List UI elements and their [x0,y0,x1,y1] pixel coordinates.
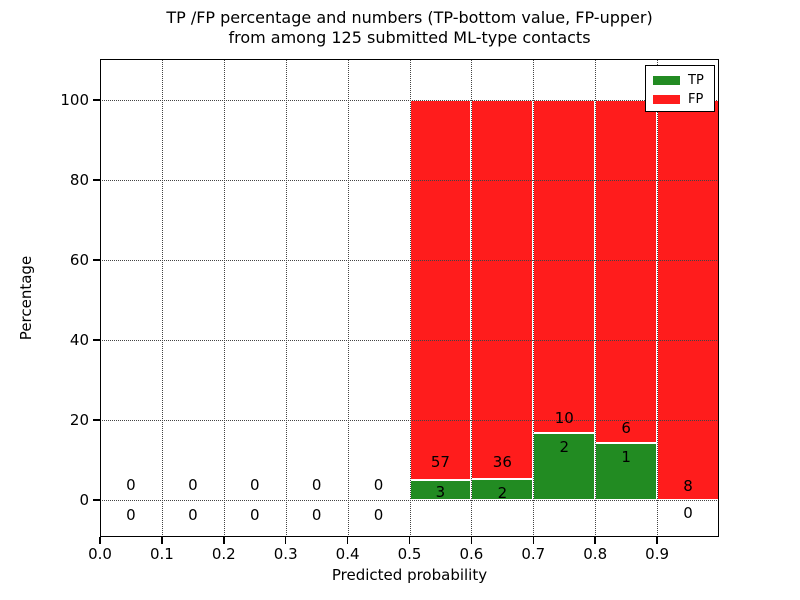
tp-count-label: 0 [188,506,198,524]
y-axis-label: Percentage [17,255,35,341]
y-tick-mark [93,259,100,261]
y-tick-mark [93,99,100,101]
tp-count-label: 2 [559,438,570,456]
tp-count-label: 0 [683,504,693,522]
legend-item-tp: TP [653,71,714,90]
x-tick-label: 0.2 [211,545,236,563]
fp-count-label: 0 [249,476,260,494]
x-tick-label: 0.5 [397,545,422,563]
x-tick-label: 0.3 [273,545,298,563]
tp-count-label: 0 [311,506,322,524]
gridline-vertical [595,59,597,537]
x-tick-mark [223,537,225,544]
bar-segment-fp [595,100,658,443]
x-tick-mark [594,537,596,544]
tp-count-label: 0 [249,506,260,524]
legend-label-tp: TP [688,73,704,88]
tp-count-label: 0 [373,506,384,524]
x-tick-mark [284,537,287,544]
tp-count-label: 0 [126,506,136,524]
bar-segment-fp [409,100,472,480]
legend-item-fp: FP [653,90,714,109]
y-tick-label: 100 [60,91,89,109]
y-tick-label: 60 [69,251,89,269]
chart-title: TP /FP percentage and numbers (TP-bottom… [166,8,653,47]
fp-color-swatch [653,95,680,104]
y-tick-label: 20 [69,411,89,429]
tp-count-label: 1 [621,448,631,466]
y-tick-mark [93,179,100,181]
legend-label-fp: FP [688,92,704,107]
fp-count-label: 0 [311,476,322,494]
x-axis-label: Predicted probability [331,566,488,584]
x-tick-mark [532,537,535,544]
bar-segment-fp [471,100,534,479]
x-tick-label: 0.0 [88,545,112,563]
bar-segment-fp [657,100,719,500]
tp-count-label: 2 [497,484,508,502]
fp-count-label: 0 [373,476,384,494]
fp-count-label: 10 [554,409,574,427]
fp-count-label: 6 [621,419,631,437]
y-tick-label: 80 [69,171,89,189]
x-tick-mark [346,537,349,544]
fp-count-label: 8 [683,477,693,495]
y-tick-mark [93,339,100,341]
x-tick-mark [470,537,473,544]
y-tick-mark [93,419,100,421]
fp-count-label: 57 [430,453,450,471]
fp-count-label: 0 [188,476,198,494]
y-tick-label: 0 [79,491,89,509]
x-tick-mark [408,537,411,544]
x-tick-label: 0.4 [335,545,360,563]
gridline-vertical [161,59,163,537]
x-tick-mark [656,537,658,544]
gridline-vertical [285,59,287,537]
gridline-vertical [409,59,411,537]
bar-segment-tp [595,442,658,500]
x-tick-label: 0.1 [149,545,174,563]
fp-count-label: 36 [492,453,512,471]
tp-count-label: 3 [435,483,446,501]
x-tick-label: 0.8 [583,545,608,563]
legend: TP FP [645,65,715,112]
x-tick-label: 0.6 [459,545,484,563]
x-tick-mark [99,537,101,544]
x-tick-label: 0.9 [645,545,670,563]
gridline-vertical [471,59,473,537]
gridline-vertical [347,59,349,537]
x-tick-mark [161,537,163,544]
bar-segment-tp [533,433,596,500]
y-tick-label: 40 [69,331,89,349]
bar-segment-fp [533,100,596,434]
gridline-vertical [657,59,659,537]
x-tick-label: 0.7 [521,545,546,563]
gridline-vertical [533,59,535,537]
tp-color-swatch [653,76,680,85]
y-tick-mark [93,499,100,501]
fp-count-label: 0 [126,476,136,494]
gridline-vertical [223,59,225,537]
